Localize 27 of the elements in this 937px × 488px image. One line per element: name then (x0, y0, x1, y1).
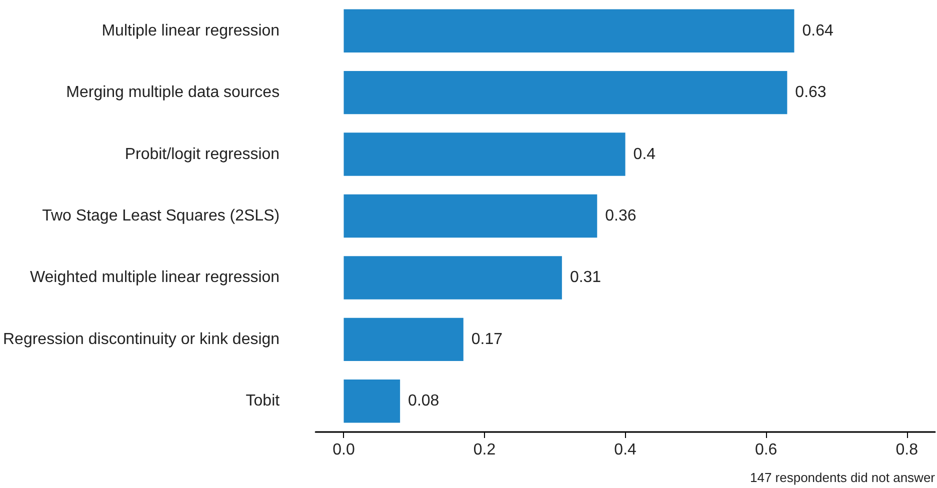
y-tick-label: Merging multiple data sources (66, 84, 280, 102)
bar (344, 380, 400, 423)
y-tick-label: Two Stage Least Squares (2SLS) (42, 208, 280, 224)
y-tick-label: Probit/logit regression (124, 146, 280, 163)
x-tick-label: 0.0 (332, 442, 355, 458)
data-label: 0.08 (408, 392, 440, 410)
y-tick-label: Regression discontinuity or kink design (2, 330, 280, 348)
bar (344, 132, 626, 176)
text: 147 respondents did not answer (750, 470, 936, 485)
bar (344, 256, 562, 300)
y-tick-label: Tobit (246, 392, 280, 410)
y-tick-label: Weighted multiple linear regression (30, 269, 280, 286)
data-label: 0.36 (605, 208, 636, 224)
data-label: 0.4 (633, 146, 656, 163)
bar (344, 318, 464, 362)
y-tick-label: Multiple linear regression (102, 22, 280, 40)
x-tick-label: 0.6 (754, 442, 778, 458)
bar (344, 9, 794, 52)
x-tick-label: 0.8 (896, 442, 918, 458)
data-label: 0.31 (570, 269, 602, 286)
data-label: 0.17 (471, 330, 503, 348)
x-tick-label: 0.4 (614, 442, 637, 458)
data-label: 0.63 (795, 84, 826, 102)
bar (344, 194, 598, 238)
bar (344, 70, 788, 114)
data-label: 0.64 (802, 22, 834, 40)
x-tick-label: 0.2 (473, 442, 496, 458)
